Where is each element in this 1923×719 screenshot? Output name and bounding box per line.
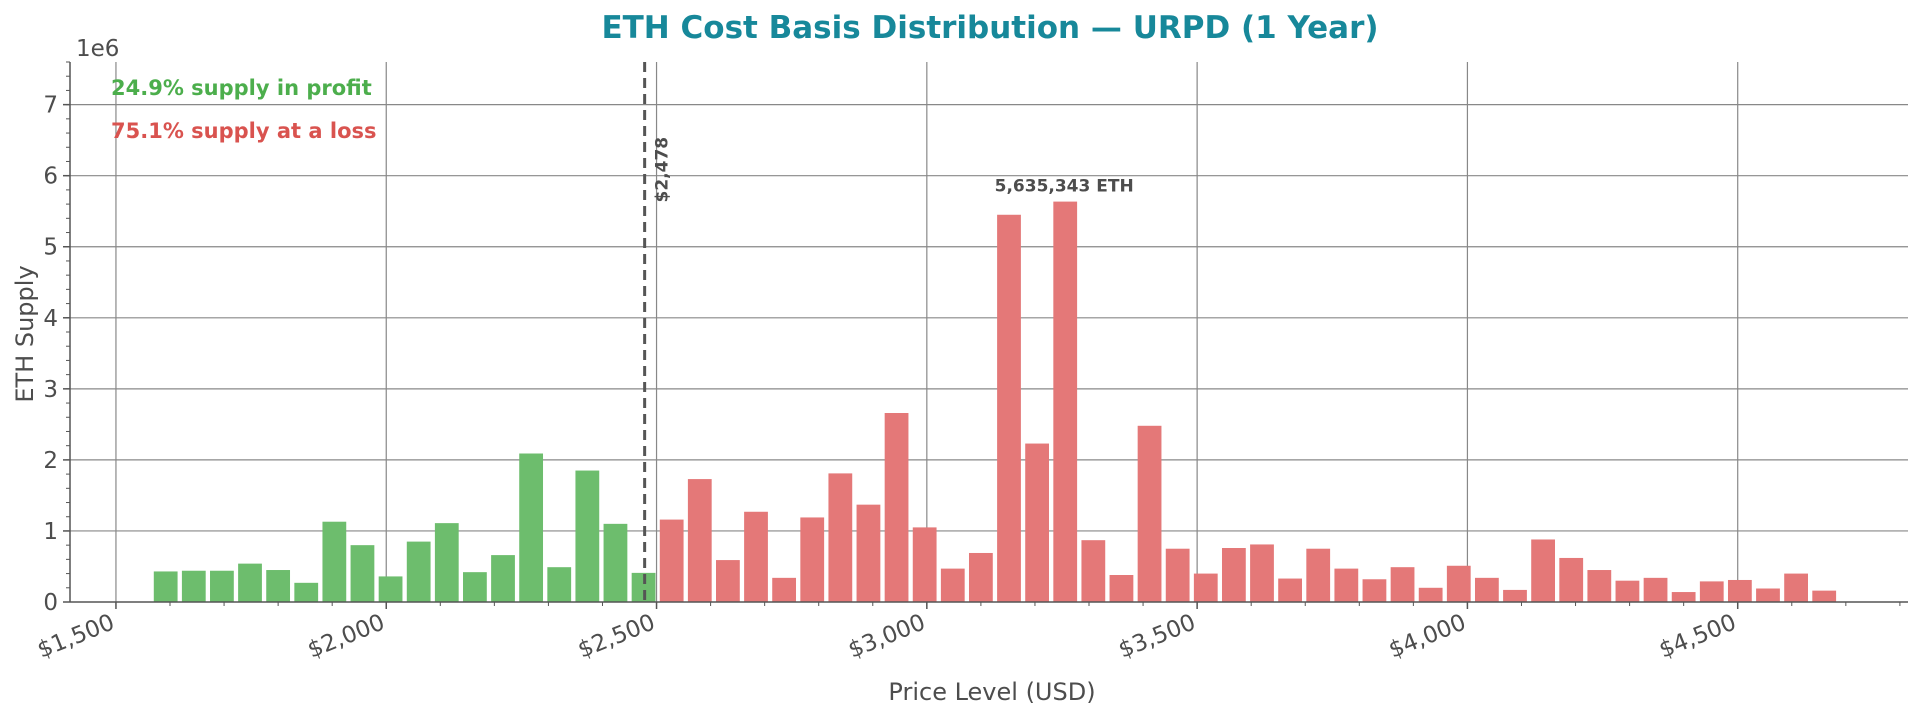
profit-bar (434, 523, 459, 602)
profit-bar (378, 576, 403, 602)
profit-annotation: 24.9% supply in profit (111, 76, 372, 100)
loss-bar (1165, 548, 1190, 602)
bars (153, 201, 1837, 602)
loss-bar (1474, 577, 1499, 602)
loss-bar (1362, 579, 1387, 602)
loss-bar (744, 511, 768, 602)
loss-annotation: 75.1% supply at a loss (111, 119, 377, 143)
loss-bar (716, 560, 740, 602)
loss-bar (1812, 590, 1837, 602)
loss-bar (1390, 567, 1415, 602)
y-tick-label: 7 (43, 93, 58, 119)
loss-bar (800, 517, 825, 602)
loss-bar (1559, 557, 1584, 602)
x-tick-label: $1,500 (34, 609, 118, 663)
grid (70, 62, 1908, 602)
loss-bar (1278, 578, 1303, 602)
axes (63, 61, 1908, 609)
loss-bar (1503, 589, 1527, 602)
x-tick-label: $4,500 (1656, 609, 1740, 663)
x-tick-label: $2,500 (574, 609, 658, 663)
profit-bar (491, 555, 515, 602)
x-axis-label: Price Level (USD) (888, 678, 1095, 706)
profit-bar (210, 570, 234, 602)
loss-bar (1109, 575, 1134, 602)
profit-bar (547, 567, 572, 602)
y-tick-label: 2 (43, 448, 58, 474)
loss-bar (856, 504, 881, 602)
y-tick-label: 0 (43, 590, 58, 616)
profit-bar (238, 563, 262, 602)
loss-bar (1587, 570, 1612, 602)
profit-bar (322, 521, 347, 602)
profit-bar (603, 523, 628, 602)
loss-bar (997, 214, 1021, 602)
loss-bar (1025, 443, 1050, 602)
x-tick-labels: $1,500 $2,000 $2,500 $3,000 $3,500 $4,000 $4,5… (34, 609, 1740, 663)
loss-bar (1699, 581, 1724, 602)
y-tick-label: 4 (43, 306, 58, 332)
loss-bar (1531, 539, 1555, 602)
loss-bar (687, 479, 712, 602)
loss-bar (968, 552, 993, 602)
y-tick-label: 5 (43, 235, 58, 261)
loss-bar (1053, 201, 1078, 602)
loss-bar (1306, 548, 1331, 602)
profit-bar (181, 570, 206, 602)
loss-bar (912, 527, 937, 602)
profit-bar (406, 541, 431, 602)
y-axis-label: ETH Supply (11, 265, 39, 402)
loss-bar (1418, 587, 1443, 602)
y-tick-labels: 0 1 2 3 4 5 6 7 (43, 93, 58, 616)
loss-bar (659, 519, 684, 602)
profit-bar (350, 545, 375, 602)
loss-bar (1334, 568, 1359, 602)
x-tick-label: $4,000 (1385, 609, 1469, 663)
loss-bar (1643, 577, 1668, 602)
profit-bar (153, 571, 178, 602)
y-tick-label: 6 (43, 164, 58, 190)
current-price-label: $2,478 (653, 137, 673, 203)
loss-bar (772, 577, 797, 602)
profit-bar (463, 572, 487, 602)
profit-bar (294, 582, 319, 602)
loss-bar (1727, 579, 1752, 602)
x-tick-label: $3,000 (845, 609, 929, 663)
loss-bar (1137, 425, 1162, 602)
loss-bar (884, 413, 909, 602)
loss-bar (1784, 573, 1808, 602)
loss-bar (1615, 580, 1640, 602)
y-tick-label: 3 (43, 377, 58, 403)
loss-bar (1081, 540, 1106, 602)
profit-bar (575, 470, 600, 602)
loss-bar (1446, 565, 1471, 602)
profit-bar (519, 453, 544, 602)
loss-bar (1193, 573, 1218, 602)
loss-bar (1250, 544, 1274, 602)
profit-bar (266, 570, 291, 602)
loss-bar (828, 473, 853, 602)
x-tick-label: $2,000 (304, 609, 388, 663)
x-tick-label: $3,500 (1115, 609, 1199, 663)
profit-bar (631, 572, 656, 602)
chart-title: ETH Cost Basis Distribution — URPD (1 Ye… (601, 10, 1378, 46)
loss-bar (1221, 548, 1246, 602)
loss-bar (940, 568, 965, 602)
loss-bar (1671, 592, 1696, 602)
peak-bar-label: 5,635,343 ETH (995, 177, 1134, 197)
y-tick-label: 1 (43, 519, 58, 545)
loss-bar (1756, 588, 1780, 602)
y-multiplier-label: 1e6 (76, 36, 119, 62)
